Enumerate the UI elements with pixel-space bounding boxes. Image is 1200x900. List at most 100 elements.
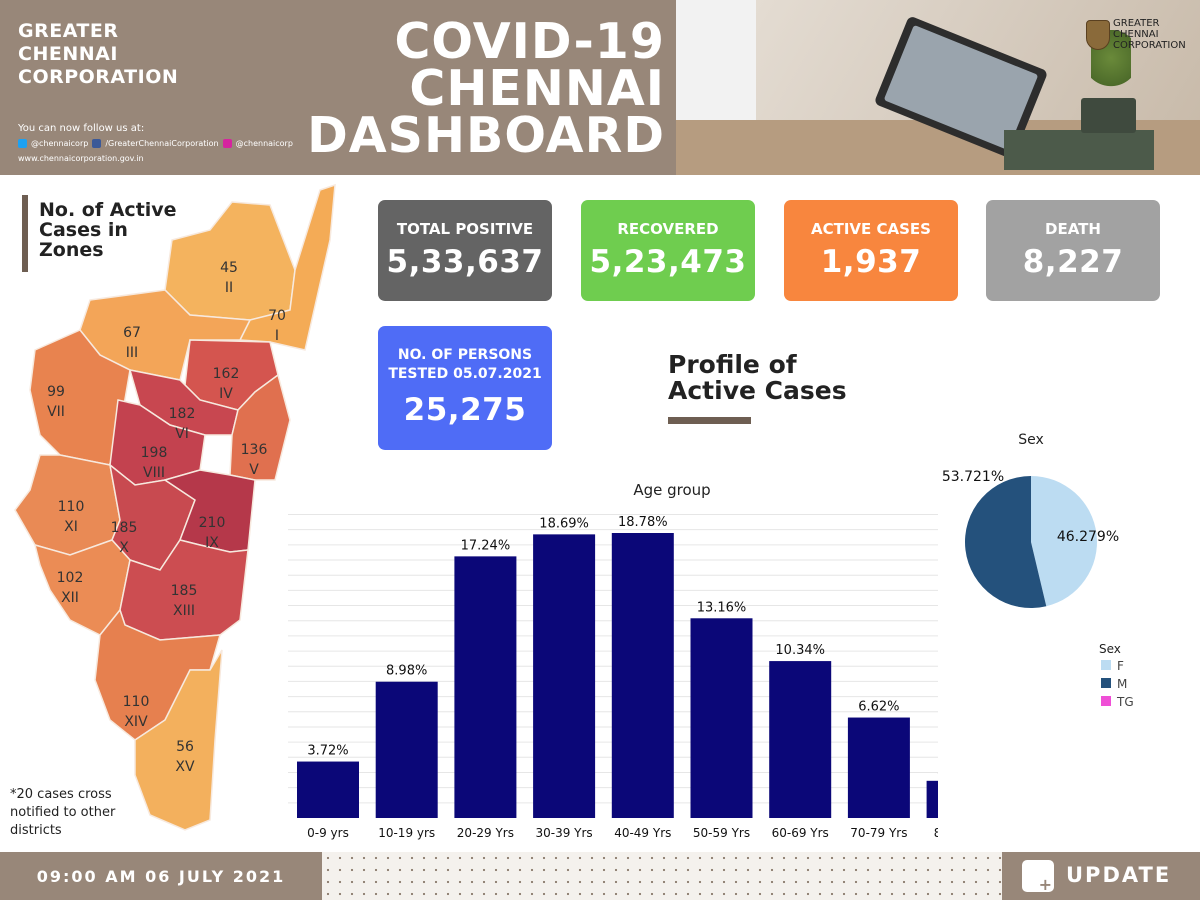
zone-xv-shape <box>134 649 223 831</box>
age-bar-value-label: 2.45% <box>937 763 938 778</box>
zone-number-label: XV <box>175 759 195 775</box>
zone-number-label: III <box>126 345 138 361</box>
age-category-label: 0-9 yrs <box>307 826 349 840</box>
zone-cases-label: 45 <box>220 260 238 276</box>
age-category-label: 40-49 Yrs <box>614 826 671 840</box>
zone-cases-label: 136 <box>241 442 268 458</box>
zone-cases-label: 110 <box>123 694 150 710</box>
zone-i-shape <box>238 183 336 351</box>
zone-cases-label: 162 <box>213 366 240 382</box>
facebook-link[interactable]: /GreaterChennaiCorporation <box>105 139 219 148</box>
follow-text: You can now follow us at: <box>18 123 145 134</box>
age-bar-value-label: 8.98% <box>386 664 427 679</box>
age-bar <box>533 534 596 818</box>
zone-v-shape <box>229 373 291 481</box>
pie-legend: Sex FM TG <box>1099 642 1134 709</box>
age-category-label: 20-29 Yrs <box>457 826 514 840</box>
age-category-label: 30-39 Yrs <box>535 826 592 840</box>
age-bar <box>769 661 832 818</box>
recovered-label: RECOVERED <box>617 220 719 238</box>
age-bar-value-label: 18.78% <box>618 515 668 530</box>
zone-number-label: XII <box>61 590 79 606</box>
sex-pie-chart: Sex 46.279% 53.721% Sex FM TG <box>942 432 1134 709</box>
instagram-link[interactable]: @chennaicorp <box>235 139 293 148</box>
zone-cases-label: 102 <box>57 570 84 586</box>
age-bar <box>690 618 753 818</box>
age-category-label: 70-79 Yrs <box>850 826 907 840</box>
twitter-link[interactable]: @chennaicorp <box>31 139 89 148</box>
age-bar-value-label: 10.34% <box>775 643 825 658</box>
legend-label: TG <box>1116 695 1134 709</box>
zone-cases-label: 67 <box>123 325 141 341</box>
photo-book <box>1004 130 1154 170</box>
footer-timestamp-bar: 09:00 AM 06 JULY 2021 <box>0 852 322 900</box>
update-label: UPDATE <box>1066 863 1172 887</box>
death-label: DEATH <box>1045 220 1101 238</box>
age-bar <box>454 556 517 818</box>
zone-cases-label: 210 <box>199 515 226 531</box>
death-card: DEATH 8,227 <box>986 200 1160 301</box>
total-positive-card: TOTAL POSITIVE 5,33,637 <box>378 200 552 301</box>
age-bar <box>375 681 438 818</box>
zone-cases-label: 185 <box>111 520 138 536</box>
zone-number-label: XIV <box>124 714 148 730</box>
legend-swatch <box>1101 678 1111 688</box>
death-value: 8,227 <box>1022 244 1124 280</box>
dashboard-title: COVID-19 CHENNAI DASHBOARD <box>307 13 665 164</box>
map-footnote: *20 cases cross notified to other distri… <box>10 787 116 838</box>
zone-cases-label: 56 <box>176 739 194 755</box>
zone-number-label: V <box>249 462 259 478</box>
org-name: GREATER CHENNAI CORPORATION <box>18 20 179 88</box>
zone-cases-label: 198 <box>141 445 168 461</box>
social-links: @chennaicorp /GreaterChennaiCorporation … <box>18 139 293 148</box>
age-bar <box>926 780 938 818</box>
total-positive-label: TOTAL POSITIVE <box>396 220 534 238</box>
persons-tested-card: NO. OF PERSONS TESTED 05.07.2021 25,275 <box>378 326 552 450</box>
zone-cases-label: 185 <box>171 583 198 599</box>
zone-cases-label: 99 <box>47 384 65 400</box>
map-title: No. of Active Cases in Zones <box>39 199 177 261</box>
age-bar-value-label: 3.72% <box>307 744 348 759</box>
age-category-label: 80+ Yrs <box>934 826 938 840</box>
bar-chart-title: Age group <box>633 481 710 499</box>
recovered-value: 5,23,473 <box>589 244 747 280</box>
header-banner: GREATER CHENNAI CORPORATION You can now … <box>0 0 1200 175</box>
logo-text: GREATER CHENNAI CORPORATION <box>1113 18 1186 51</box>
recovered-card: RECOVERED 5,23,473 <box>581 200 755 301</box>
zone-cases-label: 182 <box>169 406 196 422</box>
zone-number-label: XI <box>64 519 78 535</box>
profile-title: Profile of Active Cases <box>668 350 847 405</box>
pie-label-f: 46.279% <box>1057 529 1119 545</box>
footer-pattern <box>322 852 1002 900</box>
zone-number-label: VI <box>175 426 189 442</box>
pie-slice-m <box>965 476 1047 608</box>
zone-map: 45 II 70 I 67 III 162 IV 99 VII 182 VI 198 VIII 136 V 11… <box>14 183 336 831</box>
zone-cases-label: 70 <box>268 308 286 324</box>
active-cases-label: ACTIVE CASES <box>811 220 931 238</box>
age-bar-value-label: 13.16% <box>697 600 747 615</box>
age-category-label: 50-59 Yrs <box>693 826 750 840</box>
header-photo <box>676 0 1200 175</box>
profile-title-accent <box>668 417 751 424</box>
age-bar-value-label: 6.62% <box>858 700 899 715</box>
map-title-accent <box>22 195 28 272</box>
zone-number-label: I <box>275 328 279 344</box>
facebook-icon <box>92 139 102 148</box>
photo-pot <box>1081 98 1136 133</box>
zone-number-label: II <box>225 280 233 296</box>
legend-label: F <box>1117 659 1124 673</box>
update-button[interactable]: UPDATE <box>1002 852 1200 900</box>
legend-swatch <box>1101 660 1111 670</box>
persons-tested-value: 25,275 <box>403 392 527 428</box>
pie-legend-title: Sex <box>1099 642 1121 656</box>
zone-number-label: IX <box>205 535 219 551</box>
age-category-label: 60-69 Yrs <box>772 826 829 840</box>
zone-number-label: VII <box>47 404 65 420</box>
age-bar-value-label: 18.69% <box>539 516 589 531</box>
age-group-chart: Age group 3.72% 0-9 yrs 8.98% 10-19 yrs 17.24… <box>288 481 938 840</box>
active-cases-value: 1,937 <box>820 244 922 280</box>
persons-tested-label: NO. OF PERSONS TESTED 05.07.2021 <box>388 347 542 382</box>
website-link[interactable]: www.chennaicorporation.gov.in <box>18 154 144 163</box>
corporation-seal-icon <box>1086 20 1110 50</box>
